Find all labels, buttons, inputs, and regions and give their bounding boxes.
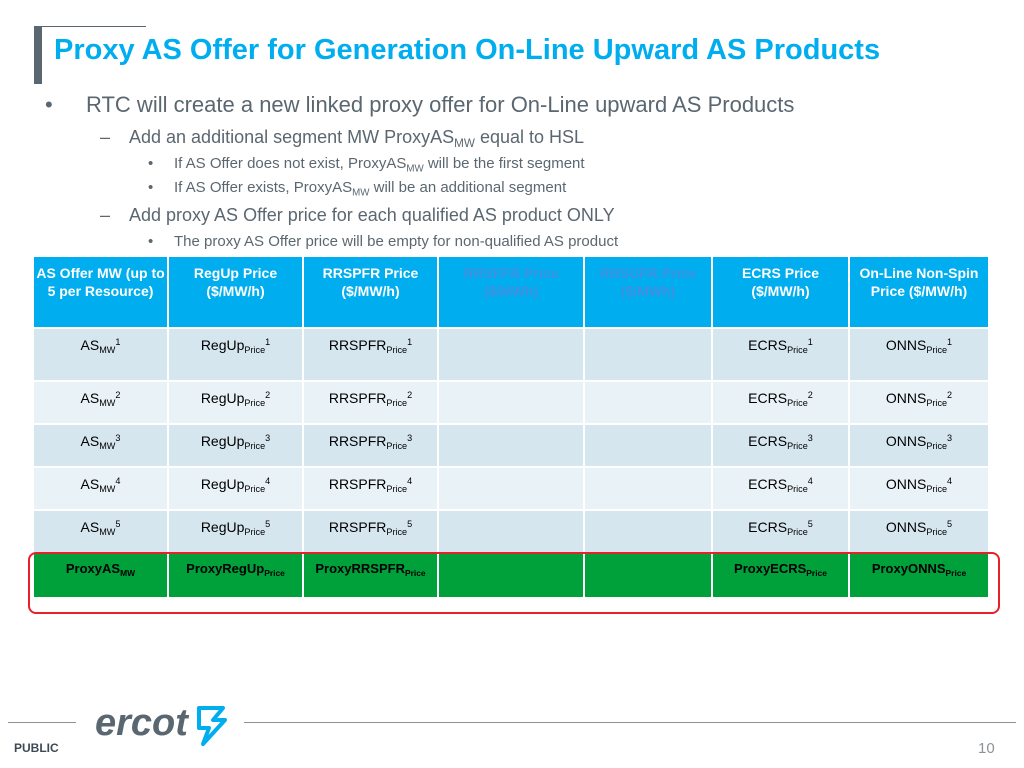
proxy-rrspfr-cell: ProxyRRSPFRPrice [302,552,439,599]
logo-bolt-icon [197,706,227,746]
as-mw-cell: ASMW1 [32,327,169,382]
regup-price-cell: RegUpPrice3 [167,423,304,468]
bullet-dot: • [45,92,53,117]
ecrs-price-cell: ECRSPrice2 [711,380,850,425]
onns-price-cell: ONNSPrice3 [848,423,990,468]
rrsufr-price-cell [583,327,713,382]
proxy-rrsufr-cell [583,552,713,599]
proxy-rrsffr-cell [437,552,585,599]
table-row: ASMW1 RegUpPrice1 RRSPFRPrice1 ECRSPrice1 ON… [32,327,990,382]
header-rrsufr-price: RRSUFR Price ($/MWh) [583,255,713,329]
bullet-dot: • [148,155,154,172]
ercot-logo: ercot [95,702,227,746]
as-mw-cell: ASMW5 [32,509,169,554]
rrsffr-price-cell [437,423,585,468]
regup-price-cell: RegUpPrice4 [167,466,304,511]
footer-divider-right [244,722,1016,723]
ecrs-price-cell: ECRSPrice1 [711,327,850,382]
as-mw-cell: ASMW2 [32,380,169,425]
bullet-dash: – [100,127,111,147]
regup-price-cell: RegUpPrice2 [167,380,304,425]
onns-price-cell: ONNSPrice2 [848,380,990,425]
footer-divider-left [8,722,76,723]
rrspfr-price-cell: RRSPFRPrice1 [302,327,439,382]
regup-price-cell: RegUpPrice1 [167,327,304,382]
regup-price-cell: RegUpPrice5 [167,509,304,554]
ecrs-price-cell: ECRSPrice5 [711,509,850,554]
onns-price-cell: ONNSPrice1 [848,327,990,382]
bullet-dash: – [100,205,111,225]
rrsffr-price-cell [437,327,585,382]
proxy-regup-cell: ProxyRegUpPrice [167,552,304,599]
rrsufr-price-cell [583,466,713,511]
rrsufr-price-cell [583,509,713,554]
onns-price-cell: ONNSPrice4 [848,466,990,511]
table-header-row: AS Offer MW (up to 5 per Resource) RegUp… [32,255,990,329]
as-mw-cell: ASMW3 [32,423,169,468]
proxy-row-highlight [28,552,1000,614]
classification-label: PUBLIC [14,741,59,755]
header-onns-price: On-Line Non-Spin Price ($/MW/h) [848,255,990,329]
rrsufr-price-cell [583,380,713,425]
table-row: ASMW3 RegUpPrice3 RRSPFRPrice3 ECRSPrice3 ON… [32,423,990,468]
table-row: ASMW4 RegUpPrice4 RRSPFRPrice4 ECRSPrice4 ON… [32,466,990,511]
proxy-table-row: ProxyASMW ProxyRegUpPrice ProxyRRSPFRPrice… [32,552,990,599]
header-as-offer-mw: AS Offer MW (up to 5 per Resource) [32,255,169,329]
bullet-dot: • [148,233,154,250]
slide-title: Proxy AS Offer for Generation On-Line Up… [54,34,881,66]
header-rrsffr-price: RRSFFR Price ($/MWh) [437,255,585,329]
as-mw-cell: ASMW4 [32,466,169,511]
onns-price-cell: ONNSPrice5 [848,509,990,554]
header-rrspfr-price: RRSPFR Price ($/MW/h) [302,255,439,329]
as-offer-table: AS Offer MW (up to 5 per Resource) RegUp… [32,255,990,599]
ecrs-price-cell: ECRSPrice4 [711,466,850,511]
title-accent-bar [34,26,42,84]
bullet-text: If AS Offer does not exist, ProxyASMW wi… [174,155,585,175]
rrsufr-price-cell [583,423,713,468]
rrspfr-price-cell: RRSPFRPrice2 [302,380,439,425]
table-row: ASMW5 RegUpPrice5 RRSPFRPrice5 ECRSPrice5 ON… [32,509,990,554]
title-accent-line [34,26,146,27]
rrsffr-price-cell [437,466,585,511]
bullet-text: Add proxy AS Offer price for each qualif… [129,205,615,225]
rrsffr-price-cell [437,509,585,554]
bullet-text: RTC will create a new linked proxy offer… [86,92,795,117]
page-number: 10 [978,740,995,757]
bullet-text: The proxy AS Offer price will be empty f… [174,233,619,250]
ecrs-price-cell: ECRSPrice3 [711,423,850,468]
rrspfr-price-cell: RRSPFRPrice4 [302,466,439,511]
rrspfr-price-cell: RRSPFRPrice3 [302,423,439,468]
rrspfr-price-cell: RRSPFRPrice5 [302,509,439,554]
bullet-text: Add an additional segment MW ProxyASMW e… [129,127,585,151]
proxy-onns-cell: ProxyONNSPrice [848,552,990,599]
logo-wordmark: ercot [95,702,189,744]
proxy-as-mw-cell: ProxyASMW [32,552,169,599]
rrsffr-price-cell [437,380,585,425]
bullet-dot: • [148,179,154,196]
header-regup-price: RegUp Price ($/MW/h) [167,255,304,329]
bullet-text: If AS Offer exists, ProxyASMW will be an… [174,179,567,199]
proxy-ecrs-cell: ProxyECRSPrice [711,552,850,599]
header-ecrs-price: ECRS Price ($/MW/h) [711,255,850,329]
table-row: ASMW2 RegUpPrice2 RRSPFRPrice2 ECRSPrice2 ON… [32,380,990,425]
